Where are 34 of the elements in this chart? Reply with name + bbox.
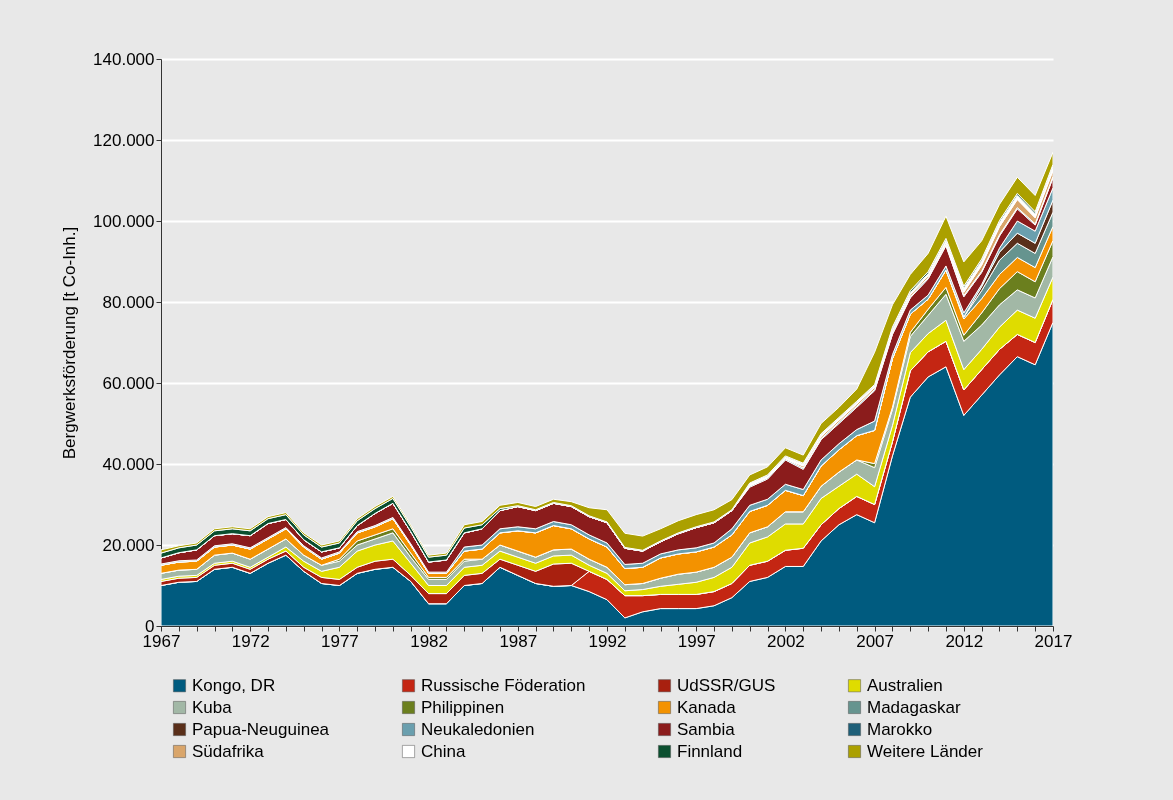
legend-label: Kanada [677,697,737,717]
x-tick-label: 2012 [945,631,984,651]
legend-label: Philippinen [421,697,505,717]
x-tick-label: 2007 [856,631,895,651]
legend-label: Marokko [867,719,933,739]
y-tick-label: 60.000 [102,373,155,393]
y-tick-label: 120.000 [93,130,155,150]
y-tick-label: 20.000 [102,535,155,555]
x-tick-label: 2002 [766,631,805,651]
x-tick-label: 1992 [588,631,627,651]
legend-label: Südafrika [192,741,265,761]
legend-label: Kongo, DR [192,675,276,695]
y-tick-label: 140.000 [93,49,155,69]
legend-label: Australien [867,675,943,695]
y-axis-title: Bergwerksförderung [t Co-Inh.] [60,226,80,460]
x-tick-label: 1982 [410,631,449,651]
legend-label: Russische Föderation [421,675,586,695]
legend-label: Weitere Länder [867,741,984,761]
x-tick-label: 2017 [1034,631,1073,651]
legend-label: China [421,741,466,761]
y-tick-label: 100.000 [93,211,155,231]
x-tick-label: 1987 [499,631,538,651]
x-tick-label: 1977 [320,631,359,651]
legend-label: Madagaskar [867,697,961,717]
x-tick-label: 1997 [677,631,716,651]
legend-label: Finnland [677,741,743,761]
legend-label: UdSSR/GUS [677,675,776,695]
legend-label: Papua-Neuguinea [192,719,330,739]
legend-label: Sambia [677,719,736,739]
y-tick-label: 80.000 [102,292,155,312]
y-tick-label: 40.000 [102,454,155,474]
legend-label: Kuba [192,697,233,717]
x-tick-label: 1972 [231,631,270,651]
legend-label: Neukaledonien [421,719,535,739]
